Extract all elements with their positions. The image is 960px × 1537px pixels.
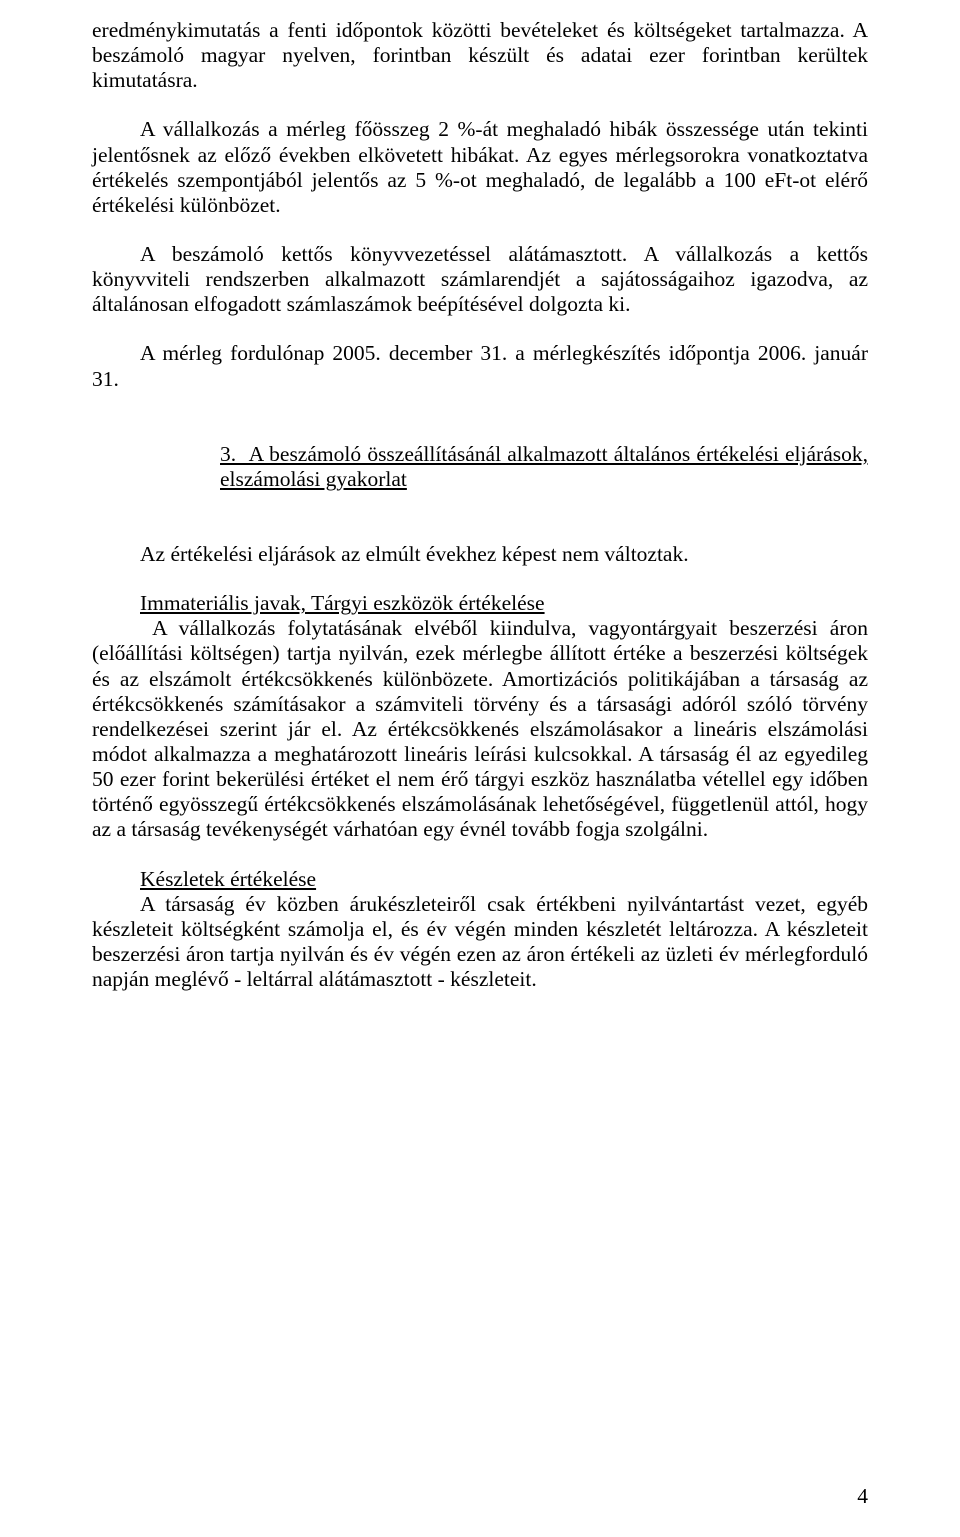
subheading-intangible: Immateriális javak, Tárgyi eszközök érté…: [92, 591, 868, 616]
paragraph-continuation: eredménykimutatás a fenti időpontok közö…: [92, 18, 868, 93]
paragraph-dates: A mérleg fordulónap 2005. december 31. a…: [92, 341, 868, 391]
paragraph-threshold: A vállalkozás a mérleg főösszeg 2 %-át m…: [92, 117, 868, 218]
subheading-inventory: Készletek értékelése: [92, 867, 868, 892]
document-page: eredménykimutatás a fenti időpontok közö…: [0, 0, 960, 1537]
paragraph-bookkeeping: A beszámoló kettős könyvvezetéssel alátá…: [92, 242, 868, 317]
paragraph-inventory-body: A társaság év közben árukészleteiről csa…: [92, 892, 868, 993]
section-3-heading: 3. A beszámoló összeállításánál alkalmaz…: [220, 442, 868, 492]
paragraph-unchanged: Az értékelési eljárások az elmúlt évekhe…: [92, 542, 868, 567]
paragraph-intangible-body: A vállalkozás folytatásának elvéből kiin…: [92, 616, 868, 842]
page-number: 4: [857, 1484, 868, 1509]
